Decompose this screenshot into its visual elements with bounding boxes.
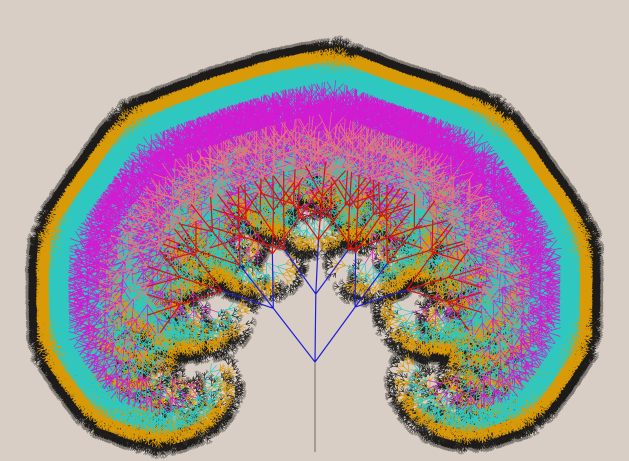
fractal-tree-drawing (0, 0, 629, 461)
fractal-canvas (0, 0, 629, 461)
